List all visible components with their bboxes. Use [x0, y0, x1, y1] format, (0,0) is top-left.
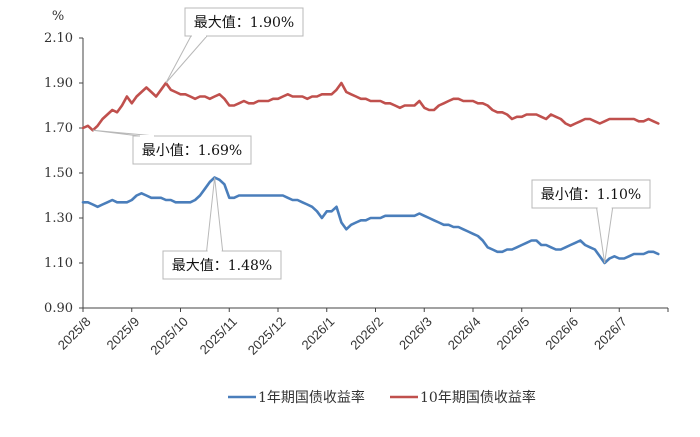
legend-label: 10年期国债收益率 — [420, 389, 536, 406]
y-tick-label: 1.90 — [44, 76, 73, 91]
callout-box — [132, 135, 252, 165]
x-tick-label: 2026/5 — [494, 314, 533, 353]
x-tick-label: 2025/8 — [55, 314, 94, 353]
x-tick-label: 2026/1 — [299, 314, 338, 353]
y-tick-label: 1.30 — [44, 211, 73, 226]
callout-pointer — [165, 35, 209, 84]
callout-text: 最大值：1.90% — [194, 15, 294, 31]
y-tick-label: 2.10 — [44, 31, 73, 46]
series-line-10y — [81, 81, 660, 132]
x-tick-label: 2025/11 — [197, 314, 240, 357]
callout-text: 最小值：1.69% — [142, 143, 242, 159]
annotation-callout: 最小值：1.10% — [531, 179, 651, 264]
x-tick-label: 2026/7 — [591, 314, 630, 353]
x-tick-label: 2025/9 — [104, 314, 143, 353]
callout-text: 最小值：1.10% — [541, 187, 641, 203]
legend-label: 1年期国债收益率 — [258, 389, 365, 406]
callout-pointer — [206, 177, 224, 252]
y-tick-label: 1.50 — [44, 166, 73, 181]
x-tick-label: 2026/6 — [542, 314, 581, 353]
annotation-callout: 最小值：1.69% — [92, 129, 252, 165]
x-tick-label: 2025/12 — [245, 314, 289, 358]
callout-text: 最大值：1.48% — [172, 258, 272, 274]
annotation-callout: 最大值：1.90% — [165, 7, 304, 84]
chart-legend: 1年期国债收益率 10年期国债收益率 — [228, 389, 536, 406]
y-unit-label: % — [52, 9, 64, 24]
callout-box — [531, 179, 651, 209]
x-tick-label: 2026/3 — [396, 314, 435, 353]
callout-box — [162, 250, 282, 280]
callout-box — [184, 7, 304, 37]
x-tick-label: 2026/2 — [347, 314, 386, 353]
y-tick-label: 0.90 — [44, 301, 73, 316]
chart-series-lines — [81, 81, 660, 265]
x-tick-label: 2025/10 — [147, 314, 191, 358]
x-tick-label: 2026/4 — [445, 314, 484, 353]
annotation-callout: 最大值：1.48% — [162, 177, 282, 280]
series-line-1y — [81, 176, 660, 265]
chart-annotations: 最大值：1.90% 最小值：1.69% 最大值：1.48% 最小值：1.10% — [92, 7, 651, 280]
y-tick-label: 1.70 — [44, 121, 73, 136]
y-tick-label: 1.10 — [44, 256, 73, 271]
